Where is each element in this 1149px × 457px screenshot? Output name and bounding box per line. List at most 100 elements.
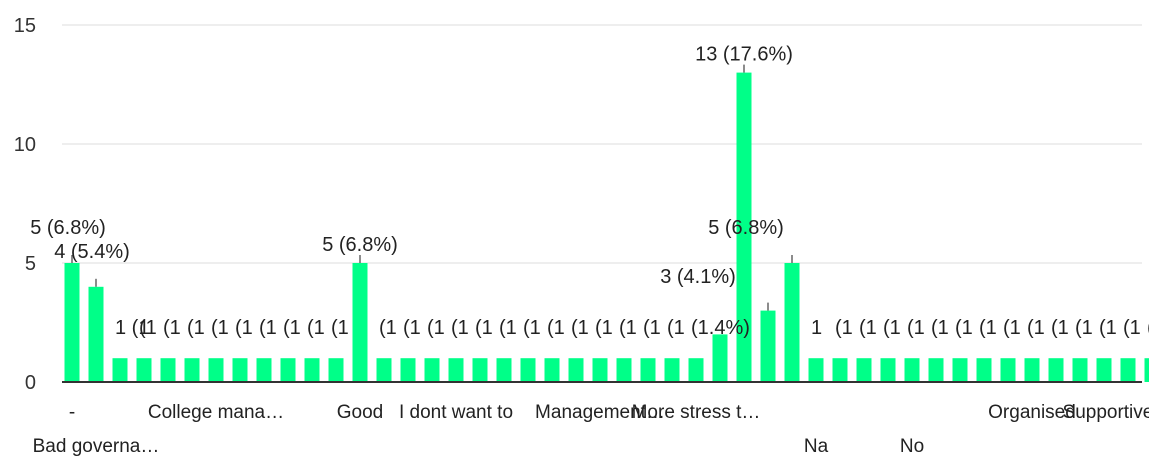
bar bbox=[448, 358, 464, 382]
bar bbox=[472, 358, 488, 382]
bar bbox=[520, 358, 536, 382]
y-tick-label: 5 bbox=[25, 253, 36, 275]
x-category-label: College mana… bbox=[148, 402, 284, 423]
bar bbox=[1024, 358, 1040, 382]
data-label: (1 bbox=[1051, 317, 1069, 339]
data-label: (1 bbox=[1147, 317, 1149, 339]
bar bbox=[376, 358, 392, 382]
x-category-label: - bbox=[69, 402, 75, 423]
bar bbox=[784, 263, 800, 382]
data-label: 13 (17.6%) bbox=[695, 44, 793, 66]
data-label: (1 bbox=[859, 317, 877, 339]
data-label: (1 bbox=[403, 317, 421, 339]
bar bbox=[1120, 358, 1136, 382]
data-label: (1 bbox=[499, 317, 517, 339]
bar bbox=[832, 358, 848, 382]
data-label: (1 bbox=[1027, 317, 1045, 339]
y-tick-label: 15 bbox=[14, 15, 36, 37]
bar bbox=[1096, 358, 1112, 382]
bar bbox=[736, 72, 752, 382]
data-label: 3 (4.1%) bbox=[660, 266, 736, 288]
data-label: (1 bbox=[643, 317, 661, 339]
data-label: (1 bbox=[955, 317, 973, 339]
data-label: (1 bbox=[883, 317, 901, 339]
bar bbox=[760, 310, 776, 382]
data-label: (1 bbox=[523, 317, 541, 339]
data-label: (1 bbox=[283, 317, 301, 339]
bar bbox=[112, 358, 128, 382]
bar bbox=[1144, 358, 1149, 382]
bar bbox=[280, 358, 296, 382]
bar bbox=[592, 358, 608, 382]
x-category-label: More stress t… bbox=[632, 402, 761, 423]
bar bbox=[568, 358, 584, 382]
bar bbox=[904, 358, 920, 382]
data-label: (1.4%) bbox=[691, 317, 750, 339]
data-label: (1 bbox=[331, 317, 349, 339]
data-label: (1 bbox=[163, 317, 181, 339]
data-label: 5 (6.8%) bbox=[30, 217, 106, 239]
data-label: (1 bbox=[379, 317, 397, 339]
bar bbox=[64, 263, 80, 382]
x-category-label: Na bbox=[804, 436, 829, 457]
data-label: (1 bbox=[1123, 317, 1141, 339]
bar bbox=[856, 358, 872, 382]
bar bbox=[352, 263, 368, 382]
bar bbox=[688, 358, 704, 382]
x-category-label: I dont want to bbox=[399, 402, 513, 423]
data-label: 5 (6.8%) bbox=[708, 217, 784, 239]
bar bbox=[424, 358, 440, 382]
bar bbox=[616, 358, 632, 382]
bar bbox=[160, 358, 176, 382]
data-label: (1 bbox=[1075, 317, 1093, 339]
data-label: (1 bbox=[835, 317, 853, 339]
y-tick-label: 0 bbox=[25, 372, 36, 394]
bar bbox=[400, 358, 416, 382]
bar bbox=[976, 358, 992, 382]
x-category-label: Bad governa… bbox=[33, 436, 160, 457]
data-label: 4 (5.4%) bbox=[54, 241, 130, 263]
data-label: (1 bbox=[979, 317, 997, 339]
bar bbox=[1048, 358, 1064, 382]
data-label: (1 bbox=[187, 317, 205, 339]
bar bbox=[496, 358, 512, 382]
bar bbox=[952, 358, 968, 382]
data-label: (1 bbox=[571, 317, 589, 339]
data-label: (1 bbox=[211, 317, 229, 339]
bar bbox=[184, 358, 200, 382]
data-label: (1 bbox=[595, 317, 613, 339]
data-label: (1 bbox=[235, 317, 253, 339]
bar bbox=[136, 358, 152, 382]
bar bbox=[304, 358, 320, 382]
bar bbox=[256, 358, 272, 382]
x-category-label: Organised bbox=[988, 402, 1076, 423]
data-label: (1 bbox=[139, 317, 157, 339]
bar bbox=[1000, 358, 1016, 382]
data-label: (1 bbox=[259, 317, 277, 339]
y-tick-label: 10 bbox=[14, 134, 36, 156]
bar bbox=[328, 358, 344, 382]
bar bbox=[544, 358, 560, 382]
data-label: (1 bbox=[1003, 317, 1021, 339]
bar bbox=[208, 358, 224, 382]
bar bbox=[1072, 358, 1088, 382]
bar bbox=[880, 358, 896, 382]
data-label: 5 (6.8%) bbox=[322, 234, 398, 256]
data-label: (1 bbox=[1099, 317, 1117, 339]
bar bbox=[232, 358, 248, 382]
data-label: (1 bbox=[619, 317, 637, 339]
bar bbox=[88, 286, 104, 382]
data-label: (1 bbox=[451, 317, 469, 339]
data-label: (1 bbox=[667, 317, 685, 339]
data-label: (1 bbox=[547, 317, 565, 339]
bar bbox=[712, 334, 728, 382]
data-label: 1 (1 bbox=[115, 317, 149, 339]
data-label: (1 bbox=[427, 317, 445, 339]
x-category-label: Supportive m… bbox=[1063, 402, 1149, 423]
bar bbox=[640, 358, 656, 382]
x-category-label: Good bbox=[337, 402, 383, 423]
x-category-label: No bbox=[900, 436, 924, 457]
data-label: (1 bbox=[475, 317, 493, 339]
